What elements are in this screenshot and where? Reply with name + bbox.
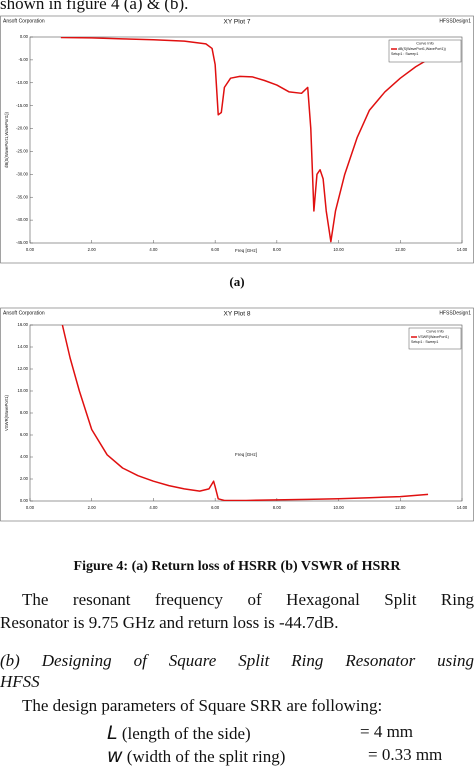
figure-label: (a)	[229, 274, 244, 289]
param-symbol: w	[107, 745, 123, 767]
x-tick-label: 10.00	[333, 505, 344, 510]
top-text: shown in figure 4 (a) & (b).	[0, 0, 189, 13]
chart-title: XY Plot 7	[224, 19, 251, 26]
x-tick-label: 0.00	[26, 247, 35, 252]
figure-caption: Figure 4: (a) Return loss of HSRR (b) VS…	[73, 559, 401, 574]
figure: Ansoft Corporation XY Plot 7 HFSSDesign1 0.…	[0, 15, 474, 530]
figure-label: (b)	[229, 528, 245, 530]
y-tick-label: 12.00	[18, 366, 29, 371]
y-tick-label: -40.00	[16, 217, 29, 222]
x-tick-label: 10.00	[333, 247, 344, 252]
corner-label: Ansoft Corporation	[3, 310, 45, 316]
x-tick-label: 8.00	[273, 505, 282, 510]
design-label: HFSSDesign1	[439, 310, 471, 316]
x-axis-label: Freq [GHz]	[235, 248, 257, 253]
design-label: HFSSDesign1	[439, 18, 471, 24]
data-line	[60, 37, 460, 243]
y-tick-label: 16.00	[18, 322, 29, 327]
y-tick-label: -15.00	[16, 103, 29, 108]
legend-entry: VSWR(WavePort1)	[418, 335, 449, 339]
legend-entry: dB(S(WavePort1,WavePort1))	[398, 47, 446, 51]
x-axis-label: Freq [GHz]	[235, 452, 257, 457]
intro: The design parameters of Square SRR are …	[22, 696, 383, 715]
heading-line: HFSS	[0, 672, 40, 691]
x-tick-label: 2.00	[88, 247, 97, 252]
legend-box	[388, 39, 462, 63]
legend-title: Curve Info	[426, 330, 444, 334]
y-tick-label: -20.00	[16, 126, 29, 131]
y-tick-label: -35.00	[16, 194, 29, 199]
param-symbol: L	[107, 722, 118, 744]
x-tick-label: 4.00	[149, 505, 158, 510]
y-tick-label: -5.00	[18, 57, 28, 62]
param-value: = 4 mm	[360, 722, 414, 741]
param-row: L (length of the side)	[107, 722, 251, 744]
param-value: = 0.33 mm	[368, 745, 443, 764]
param-row: w (width of the split ring)	[107, 745, 285, 767]
y-axis-label: VSWR(WavePort1)	[4, 394, 9, 431]
x-tick-label: 0.00	[26, 505, 35, 510]
y-tick-label: 6.00	[20, 432, 29, 437]
plot-area	[29, 36, 463, 244]
x-tick-label: 14.00	[457, 505, 468, 510]
data-line	[61, 325, 429, 501]
x-tick-label: 8.00	[273, 247, 282, 252]
y-tick-label: -10.00	[16, 80, 29, 85]
x-tick-label: 12.00	[395, 247, 406, 252]
chart-title: XY Plot 8	[224, 311, 251, 318]
paragraph-line: Resonator is 9.75 GHz and return loss is…	[0, 613, 339, 632]
y-tick-label: 8.00	[20, 410, 29, 415]
y-tick-label: 10.00	[18, 388, 29, 393]
corner-label: Ansoft Corporation	[3, 18, 45, 24]
param-text: (length of the side)	[121, 724, 251, 743]
y-tick-label: 0.00	[20, 498, 29, 503]
y-tick-label: 2.00	[20, 476, 29, 481]
y-tick-label: 0.00	[20, 34, 29, 39]
heading-line: (b) Designing of Square Split Ring Reson…	[0, 651, 474, 670]
x-tick-label: 2.00	[88, 505, 97, 510]
legend-box	[408, 327, 462, 350]
x-tick-label: 6.00	[211, 505, 220, 510]
x-tick-label: 6.00	[211, 247, 220, 252]
y-tick-label: -25.00	[16, 149, 29, 154]
y-axis-label: dB(S(WavePort1,WavePort1))	[4, 112, 9, 168]
x-tick-label: 12.00	[395, 505, 406, 510]
legend-title: Curve Info	[416, 42, 434, 46]
y-tick-label: -30.00	[16, 171, 29, 176]
x-tick-label: 14.00	[457, 247, 468, 252]
chart: Ansoft Corporation XY Plot 8 HFSSDesign1 0.…	[0, 307, 474, 530]
y-tick-label: 4.00	[20, 454, 29, 459]
legend-note: Setup1 : Sweep1	[411, 340, 438, 344]
chart-frame	[0, 307, 474, 522]
chart: Ansoft Corporation XY Plot 7 HFSSDesign1 0.…	[0, 15, 474, 289]
param-text: (width of the split ring)	[126, 747, 286, 766]
legend-note: Setup1 : Sweep1	[391, 52, 418, 56]
paragraph-line: The resonant frequency of Hexagonal Spli…	[22, 590, 474, 609]
x-tick-label: 4.00	[149, 247, 158, 252]
y-tick-label: -45.00	[16, 240, 29, 245]
y-tick-label: 14.00	[18, 344, 29, 349]
